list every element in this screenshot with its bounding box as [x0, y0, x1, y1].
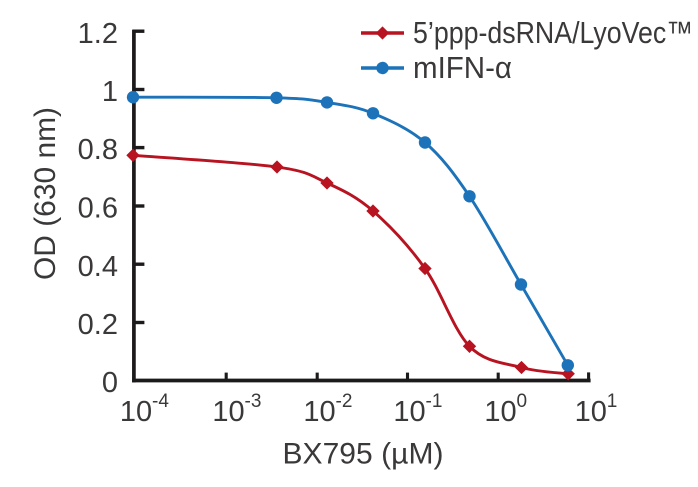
svg-text:5’ppp-dsRNA/LyoVec™: 5’ppp-dsRNA/LyoVec™ [413, 15, 693, 50]
svg-text:0: 0 [517, 391, 528, 412]
svg-text:10: 10 [120, 396, 152, 428]
svg-text:-3: -3 [245, 391, 262, 412]
svg-text:0.2: 0.2 [78, 309, 118, 341]
svg-text:1: 1 [607, 391, 618, 412]
svg-text:mIFN-α: mIFN-α [413, 50, 512, 85]
svg-text:1: 1 [102, 76, 118, 108]
svg-text:0: 0 [102, 367, 118, 399]
svg-text:OD (630 nm): OD (630 nm) [29, 107, 62, 280]
svg-text:1.2: 1.2 [78, 18, 118, 50]
svg-text:10: 10 [393, 396, 425, 428]
svg-text:10: 10 [303, 396, 335, 428]
svg-text:-4: -4 [152, 391, 169, 412]
svg-text:10: 10 [212, 396, 244, 428]
svg-text:10: 10 [575, 396, 607, 428]
svg-text:0.4: 0.4 [78, 251, 118, 283]
svg-text:-1: -1 [426, 391, 443, 412]
svg-text:0.6: 0.6 [78, 193, 118, 225]
svg-text:-2: -2 [336, 391, 353, 412]
svg-text:10: 10 [484, 396, 516, 428]
svg-text:BX795 (µM): BX795 (µM) [283, 438, 444, 471]
svg-text:0.8: 0.8 [78, 134, 118, 166]
